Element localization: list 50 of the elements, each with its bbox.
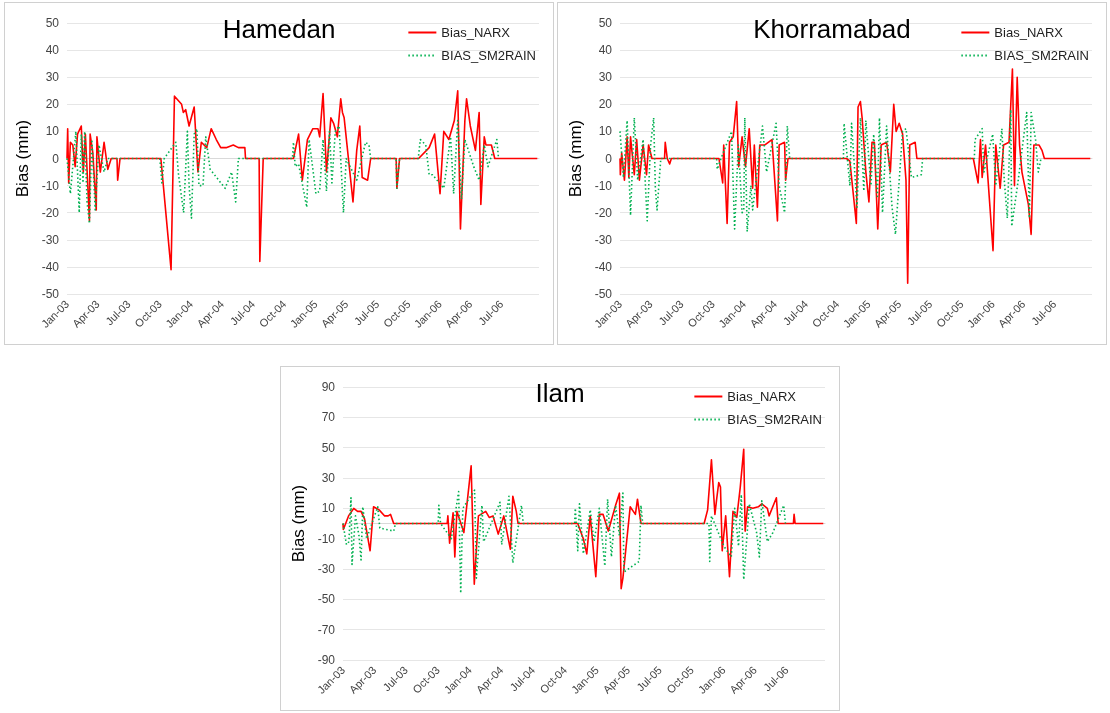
y-tick-label: -20 <box>41 205 60 220</box>
chart-title: Hamedan <box>222 14 336 44</box>
line-series <box>342 489 787 595</box>
y-axis-title: Bias (mm) <box>565 119 585 198</box>
y-tick-label: -30 <box>317 562 336 576</box>
y-tick-label: -20 <box>594 205 613 220</box>
y-tick-label: 10 <box>45 124 60 139</box>
y-tick-label: -40 <box>41 259 60 274</box>
legend-label: Bias_NARX <box>727 389 797 404</box>
y-tick-label: 20 <box>598 97 613 112</box>
y-tick-label: -50 <box>594 287 613 301</box>
legend-label: BIAS_SM2RAIN <box>441 48 537 63</box>
y-tick-label: 50 <box>45 16 60 30</box>
y-tick-label: 0 <box>605 151 613 166</box>
y-axis-title: Bias (mm) <box>12 119 32 198</box>
y-tick-label: 40 <box>45 43 60 58</box>
y-tick-label: -30 <box>594 232 613 247</box>
y-tick-label: 0 <box>52 151 60 166</box>
y-tick-label: 30 <box>321 471 336 485</box>
chart-title: Ilam <box>535 378 585 408</box>
y-tick-label: 40 <box>598 43 613 58</box>
y-tick-label: -10 <box>317 531 336 546</box>
legend-label: Bias_NARX <box>441 25 511 40</box>
y-tick-label: 50 <box>321 440 336 455</box>
line-series <box>342 448 825 590</box>
y-tick-label: 10 <box>598 124 613 139</box>
line-series <box>66 89 539 271</box>
y-tick-label: -40 <box>594 259 613 274</box>
y-tick-label: 30 <box>45 70 60 85</box>
y-axis-title: Bias (mm) <box>288 484 308 563</box>
legend-label: BIAS_SM2RAIN <box>727 412 823 427</box>
y-tick-label: 20 <box>45 97 60 112</box>
y-tick-label: -50 <box>41 287 60 301</box>
line-series <box>619 108 1042 236</box>
line-series <box>66 119 500 225</box>
y-tick-label: -50 <box>317 592 336 607</box>
legend-label: Bias_NARX <box>994 25 1064 40</box>
line-series <box>619 68 1092 284</box>
y-tick-label: 10 <box>321 501 336 516</box>
legend-label: BIAS_SM2RAIN <box>994 48 1090 63</box>
y-tick-label: 50 <box>598 16 613 30</box>
y-tick-label: 90 <box>321 380 336 394</box>
y-tick-label: -10 <box>594 178 613 193</box>
y-tick-label: -30 <box>41 232 60 247</box>
y-tick-label: -10 <box>41 178 60 193</box>
y-tick-label: 70 <box>321 410 336 425</box>
y-tick-label: -90 <box>317 653 336 667</box>
chart-title: Khorramabad <box>753 14 911 44</box>
y-tick-label: -70 <box>317 622 336 637</box>
y-tick-label: 30 <box>598 70 613 85</box>
